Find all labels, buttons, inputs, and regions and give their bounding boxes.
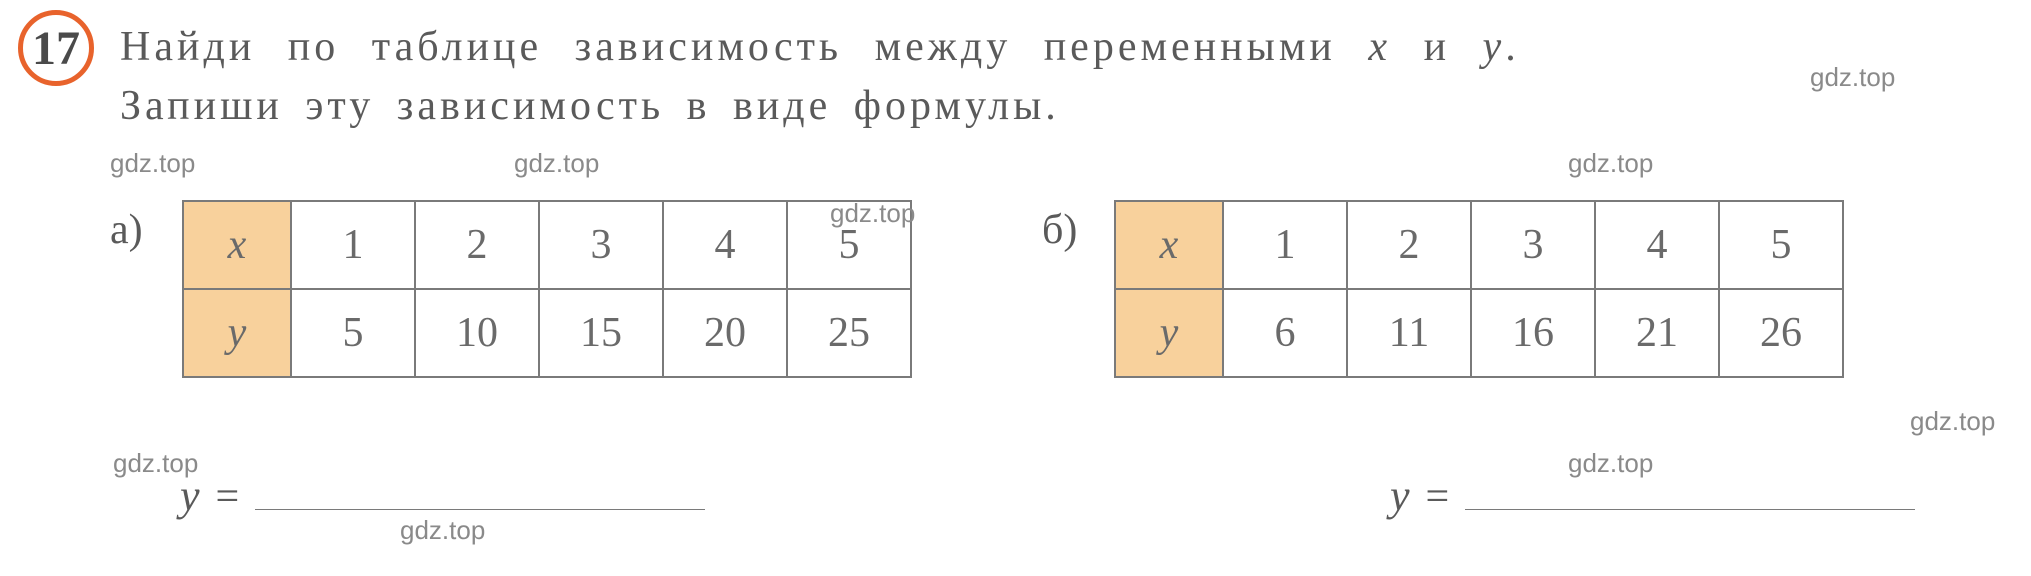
problem-number-badge: 17 — [18, 10, 94, 86]
table-row: x 1 2 3 4 5 — [1115, 201, 1843, 289]
x-cell: 4 — [1595, 201, 1719, 289]
table-block-b: б) x 1 2 3 4 5 y 6 11 16 21 26 — [1042, 200, 1844, 378]
problem-statement: Найди по таблице зависимость между перем… — [120, 18, 2001, 136]
formula-var-b: y — [1070, 470, 1410, 521]
table-row: y 5 10 15 20 25 — [183, 289, 911, 377]
text-mid: и — [1391, 24, 1482, 70]
table-block-a: а) x 1 2 3 4 5 y 5 10 15 20 25 — [110, 200, 912, 378]
y-cell: 26 — [1719, 289, 1843, 377]
header-x-a: x — [183, 201, 291, 289]
watermark-text: gdz.top — [1910, 406, 1995, 437]
tables-container: а) x 1 2 3 4 5 y 5 10 15 20 25 — [110, 200, 2011, 378]
formula-var-a: y — [110, 470, 200, 521]
table-row: y 6 11 16 21 26 — [1115, 289, 1843, 377]
problem-line-2: Запиши эту зависимость в виде формулы. — [120, 77, 2001, 136]
header-y-a: y — [183, 289, 291, 377]
y-cell: 25 — [787, 289, 911, 377]
x-cell: 3 — [1471, 201, 1595, 289]
y-cell: 20 — [663, 289, 787, 377]
y-cell: 21 — [1595, 289, 1719, 377]
variable-x: x — [1368, 24, 1391, 70]
text-prefix: Найди по таблице зависимость между перем… — [120, 24, 1368, 70]
x-cell: 2 — [415, 201, 539, 289]
x-cell: 5 — [1719, 201, 1843, 289]
variable-y: y — [1483, 24, 1506, 70]
data-table-b: x 1 2 3 4 5 y 6 11 16 21 26 — [1114, 200, 1844, 378]
x-cell: 2 — [1347, 201, 1471, 289]
formulas-container: y = y = — [110, 470, 2011, 521]
formula-a: y = — [110, 470, 1070, 521]
watermark-text: gdz.top — [110, 148, 195, 179]
x-cell: 1 — [1223, 201, 1347, 289]
formula-eq-a: = — [216, 473, 240, 521]
problem-number-text: 17 — [32, 21, 80, 76]
header-y-b: y — [1115, 289, 1223, 377]
part-label-a: а) — [110, 200, 170, 254]
x-cell: 5 — [787, 201, 911, 289]
y-cell: 10 — [415, 289, 539, 377]
table-a-wrapper: а) x 1 2 3 4 5 y 5 10 15 20 25 — [110, 200, 912, 378]
y-cell: 6 — [1223, 289, 1347, 377]
part-label-b: б) — [1042, 200, 1102, 254]
data-table-a: x 1 2 3 4 5 y 5 10 15 20 25 — [182, 200, 912, 378]
y-cell: 16 — [1471, 289, 1595, 377]
formula-line-a — [255, 474, 705, 510]
text-suffix: . — [1505, 24, 1520, 70]
y-cell: 11 — [1347, 289, 1471, 377]
x-cell: 4 — [663, 201, 787, 289]
problem-line-1: Найди по таблице зависимость между перем… — [120, 18, 2001, 77]
y-cell: 5 — [291, 289, 415, 377]
watermark-text: gdz.top — [1568, 148, 1653, 179]
table-b-wrapper: б) x 1 2 3 4 5 y 6 11 16 21 26 — [1042, 200, 1844, 378]
x-cell: 3 — [539, 201, 663, 289]
header-x-b: x — [1115, 201, 1223, 289]
formula-b: y = — [1070, 470, 1915, 521]
y-cell: 15 — [539, 289, 663, 377]
formula-eq-b: = — [1426, 473, 1450, 521]
formula-line-b — [1465, 474, 1915, 510]
watermark-text: gdz.top — [514, 148, 599, 179]
table-row: x 1 2 3 4 5 — [183, 201, 911, 289]
x-cell: 1 — [291, 201, 415, 289]
